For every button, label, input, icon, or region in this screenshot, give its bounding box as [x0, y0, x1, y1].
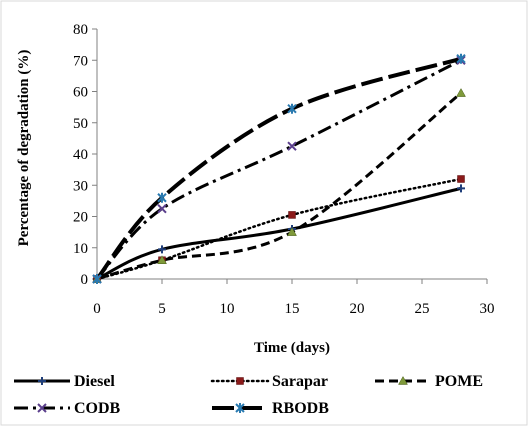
- x-tick-label: 20: [350, 301, 365, 317]
- data-point-rbodb: [157, 192, 167, 203]
- data-point-pome: [456, 88, 466, 97]
- x-axis-title: Time (days): [254, 340, 330, 356]
- legend-marker: [37, 403, 47, 413]
- data-point-codb: [287, 141, 297, 151]
- y-axis-title: Percentage of degradation (%): [16, 50, 32, 247]
- data-point-sarapar: [457, 175, 465, 183]
- legend-item-rbodb: RBODB: [212, 400, 329, 417]
- legend-item-pome: POME: [375, 373, 483, 390]
- data-point-pome: [287, 227, 297, 236]
- data-point-diesel: [457, 184, 465, 193]
- y-tick-label: 70: [73, 53, 88, 69]
- y-tick-label: 40: [73, 147, 88, 163]
- data-point-rbodb: [287, 103, 297, 114]
- series-lines: [95, 56, 463, 281]
- legend-label: POME: [435, 373, 483, 390]
- y-tick-label: 60: [73, 85, 88, 101]
- x-tick-label: 30: [480, 301, 495, 317]
- y-tick-label: 30: [73, 178, 88, 194]
- y-tick-label: 80: [73, 22, 88, 38]
- legend-item-codb: CODB: [14, 400, 121, 417]
- series-line-codb: [95, 58, 462, 281]
- series-markers: [92, 53, 466, 284]
- y-tick-label: 50: [73, 116, 88, 132]
- legend: Diesel Sarapar POME CODB RBODB: [14, 373, 483, 417]
- legend-label: RBODB: [272, 400, 329, 417]
- legend-marker: [398, 375, 408, 385]
- legend-marker: [38, 377, 46, 385]
- x-tick-label: 25: [415, 301, 430, 317]
- series-line-rbodb: [95, 56, 462, 281]
- legend-item-diesel: Diesel: [14, 373, 115, 390]
- series-line-pome: [96, 91, 462, 281]
- series-line-diesel: [96, 186, 462, 281]
- x-tick-label: 10: [220, 301, 235, 317]
- y-tick-label: 10: [73, 241, 88, 257]
- data-point-rbodb: [456, 53, 466, 64]
- legend-label: Diesel: [74, 373, 115, 390]
- legend-item-sarapar: Sarapar: [210, 373, 328, 390]
- x-tick-label: 5: [158, 301, 166, 317]
- y-tick-label: 20: [73, 210, 88, 226]
- x-tick-label: 0: [93, 301, 101, 317]
- data-point-codb: [157, 203, 167, 214]
- legend-label: CODB: [74, 400, 121, 417]
- legend-marker: [235, 403, 245, 413]
- y-tick-label: 0: [81, 272, 89, 288]
- data-point-diesel: [158, 245, 166, 254]
- legend-label: Sarapar: [272, 373, 328, 390]
- legend-marker: [236, 377, 244, 385]
- data-point-pome: [157, 255, 167, 264]
- x-tick-label: 15: [285, 301, 300, 317]
- data-point-rbodb: [92, 274, 102, 284]
- data-point-sarapar: [288, 211, 296, 219]
